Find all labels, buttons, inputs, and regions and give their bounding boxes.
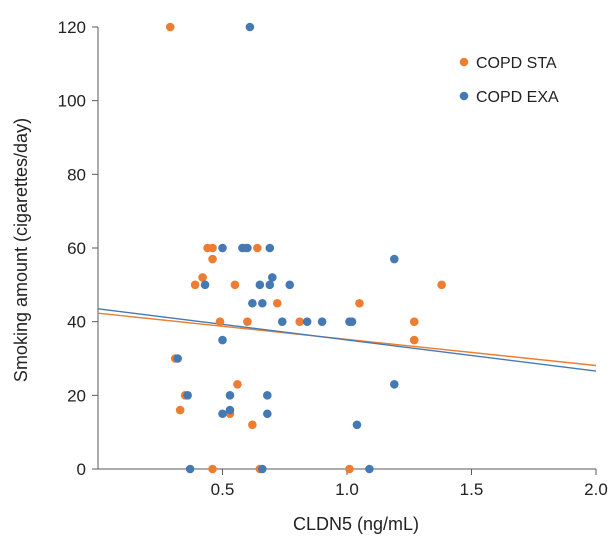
data-point	[218, 335, 227, 345]
data-point	[218, 409, 227, 419]
data-point	[225, 405, 235, 415]
data-point	[258, 298, 267, 308]
data-point	[175, 405, 185, 415]
legend-marker	[459, 91, 469, 101]
data-point	[253, 243, 262, 253]
x-tick-label: 0.5	[211, 480, 235, 499]
data-point	[255, 280, 265, 290]
y-tick-label: 120	[58, 18, 86, 37]
x-axis-ticks: 0.5 1.0 1.5 2.0	[211, 469, 608, 499]
data-point	[208, 464, 217, 474]
data-point	[295, 317, 304, 326]
y-tick-label: 100	[58, 92, 86, 111]
trendline	[97, 308, 597, 372]
y-tick-label: 20	[67, 386, 86, 405]
data-point	[409, 317, 419, 326]
data-points	[165, 22, 446, 474]
data-point	[165, 22, 175, 32]
data-point	[200, 280, 210, 290]
data-point	[173, 354, 182, 363]
data-point	[248, 420, 257, 430]
data-point	[263, 409, 272, 419]
data-point	[198, 273, 207, 282]
legend-entry: COPD STA	[476, 55, 557, 72]
data-point	[243, 243, 252, 253]
data-point	[225, 391, 235, 400]
trendlines	[97, 308, 597, 372]
data-point	[183, 391, 192, 400]
data-point	[245, 22, 255, 32]
y-axis-label: Smoking amount (cigarettes/day)	[11, 118, 31, 382]
data-point	[347, 317, 357, 326]
legend-entry: COPD EXA	[476, 89, 559, 106]
data-point	[265, 243, 275, 253]
data-point	[248, 298, 257, 308]
y-tick-label: 60	[67, 239, 86, 258]
data-point	[268, 273, 277, 282]
data-point	[263, 391, 272, 400]
data-point	[230, 280, 240, 290]
data-point	[355, 298, 364, 308]
data-point	[185, 464, 195, 474]
x-axis-label: CLDN5 (ng/mL)	[293, 514, 419, 534]
data-point	[365, 464, 374, 474]
y-axis-ticks: 0 20 40 60 80 100 120	[58, 18, 98, 479]
data-point	[390, 379, 399, 389]
data-point	[258, 464, 267, 474]
x-tick-label: 1.0	[335, 480, 359, 499]
data-point	[233, 379, 242, 389]
legend-marker	[459, 57, 469, 67]
y-tick-label: 80	[67, 165, 86, 184]
x-tick-label: 2.0	[584, 480, 608, 499]
y-tick-label: 0	[77, 460, 86, 479]
data-point	[345, 464, 354, 474]
data-point	[208, 243, 217, 253]
data-point	[243, 317, 252, 326]
data-point	[208, 254, 217, 264]
data-point	[390, 254, 399, 264]
data-point	[352, 420, 362, 430]
data-point	[302, 317, 312, 326]
legend: COPD STA COPD EXA	[459, 55, 559, 106]
data-point	[437, 280, 446, 290]
data-point	[265, 280, 275, 290]
data-point	[277, 317, 287, 326]
x-tick-label: 1.5	[460, 480, 484, 499]
data-point	[218, 243, 227, 253]
data-point	[215, 317, 225, 326]
y-tick-label: 40	[67, 313, 86, 332]
data-point	[285, 280, 295, 290]
data-point	[272, 298, 282, 308]
data-point	[409, 335, 419, 345]
data-point	[317, 317, 327, 326]
data-point	[190, 280, 200, 290]
